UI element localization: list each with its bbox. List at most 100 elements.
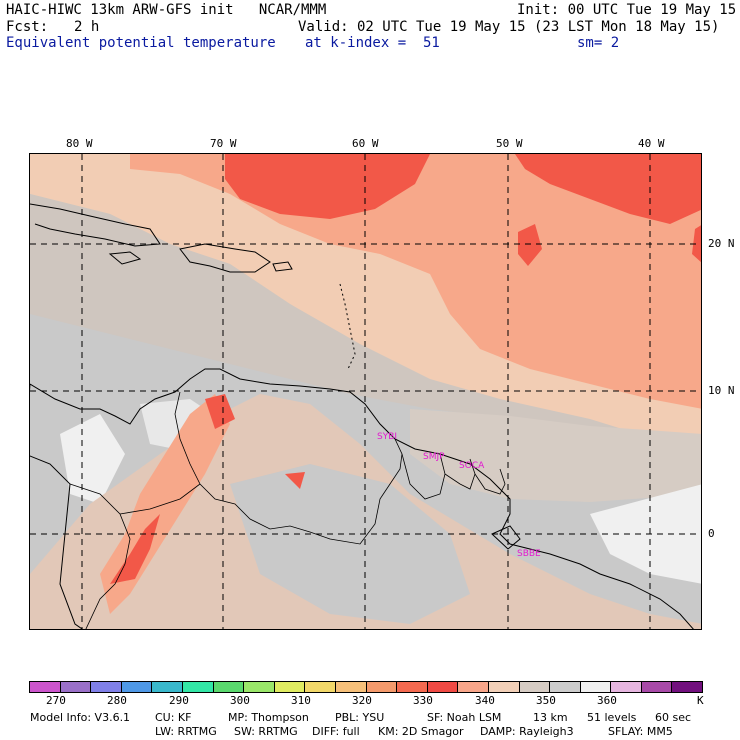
model-info-levels: 51 levels [587, 711, 637, 724]
model-info-timestep: 60 sec [655, 711, 692, 724]
lon-label-40w: 40 W [638, 137, 665, 150]
lon-label-70w: 70 W [210, 137, 237, 150]
level-index: at k-index = 51 [305, 35, 440, 51]
colorbar-swatch-13 [427, 682, 459, 692]
model-info-sflay: SFLAY: MM5 [608, 725, 673, 738]
smoothing: sm= 2 [577, 35, 620, 51]
coast-cuba [30, 203, 161, 247]
coast-jamaica [108, 251, 142, 265]
colorbar-label-280: 280 [107, 694, 127, 707]
colorbar-swatch-17 [550, 682, 581, 692]
field-salmon-north [130, 154, 701, 409]
coast-puerto-rico [272, 261, 293, 272]
model-info-version: Model Info: V3.6.1 [30, 711, 131, 724]
colorbar-swatch-11 [366, 682, 398, 692]
field-grey-caribbean [30, 194, 330, 344]
colorbar-swatch-16 [519, 682, 551, 692]
border-colombia-south [119, 483, 201, 515]
colorbar-swatch-19 [611, 682, 642, 692]
colorbar-swatch-4 [152, 682, 183, 692]
field-red-north-1 [225, 154, 430, 219]
border-venezuela [174, 391, 403, 545]
model-info-cu: CU: KF [155, 711, 192, 724]
coast-lesser-antilles [339, 283, 356, 370]
model-info-pbl: PBL: YSU [335, 711, 385, 724]
fcst-value: 2 h [74, 19, 100, 35]
colorbar-swatch-15 [488, 682, 520, 692]
model-info-resolution: 13 km [533, 711, 568, 724]
model-info-lw: LW: RRTMG [155, 725, 217, 738]
colorbar-label-270: 270 [46, 694, 66, 707]
coast-marajo [491, 525, 521, 550]
colorbar-swatch-7 [244, 682, 275, 692]
valid-time: Valid: 02 UTC Tue 19 May 15 (23 LST Mon … [298, 19, 720, 35]
lat-label-10n: 10 N [708, 384, 735, 397]
station-soca: SOCA [459, 461, 485, 471]
model-info-sw: SW: RRTMG [234, 725, 298, 738]
colorbar-swatch-9 [305, 682, 336, 692]
lon-label-60w: 60 W [352, 137, 379, 150]
lon-label-80w: 80 W [66, 137, 93, 150]
field-red-blob [518, 224, 542, 266]
lon-label-50w: 50 W [496, 137, 523, 150]
field-grey-interior [230, 464, 470, 624]
station-sybi: SYBI [377, 432, 398, 442]
field-tan-band [410, 409, 701, 502]
colorbar-swatch-6 [213, 682, 245, 692]
field-white-se [590, 484, 701, 584]
lat-label-20n: 20 N [708, 237, 735, 250]
colorbar [29, 681, 703, 693]
colorbar-swatch-18 [580, 682, 612, 692]
colorbar-swatch-1 [60, 682, 92, 692]
field-white-panama [60, 414, 125, 504]
station-smjp: SMJP [423, 452, 445, 462]
colorbar-swatch-20 [641, 682, 673, 692]
title-line: HAIC-HIWC 13km ARW-GFS init NCAR/MMM [6, 2, 327, 18]
field-red-north-2 [515, 154, 701, 224]
colorbar-label-340: 340 [475, 694, 495, 707]
lat-label-equator: 0 [708, 527, 715, 540]
coast-pacific [30, 384, 84, 629]
border-french-guiana [474, 468, 506, 495]
coast-hispaniola [179, 243, 271, 273]
model-info-diff: DIFF: full [312, 725, 360, 738]
colorbar-swatch-0 [30, 682, 61, 692]
field-red-andes-2 [205, 394, 235, 429]
colorbar-label-330: 330 [413, 694, 433, 707]
colorbar-label-310: 310 [291, 694, 311, 707]
model-info-mp: MP: Thompson [228, 711, 309, 724]
borders [69, 391, 506, 629]
border-guyana [401, 453, 446, 500]
gridlines [30, 154, 701, 629]
map-field-svg [30, 154, 701, 629]
coastlines [30, 203, 694, 629]
field-red-small [285, 472, 305, 489]
colorbar-swatch-3 [121, 682, 153, 692]
colorbar-swatch-12 [397, 682, 428, 692]
init-time: Init: 00 UTC Tue 19 May 15 [517, 2, 737, 18]
colorbar-swatch-2 [91, 682, 122, 692]
coast-south-america [30, 368, 694, 629]
colorbar-swatch-21 [672, 682, 703, 692]
colorbar-label-360: 360 [597, 694, 617, 707]
colorbar-label-290: 290 [169, 694, 189, 707]
colorbar-unit: K [697, 694, 704, 707]
colorbar-swatch-10 [335, 682, 367, 692]
colorbar-swatch-5 [182, 682, 214, 692]
colorbar-swatch-8 [274, 682, 306, 692]
model-info-damp: DAMP: Rayleigh3 [480, 725, 574, 738]
colorbar-label-320: 320 [352, 694, 372, 707]
colorbar-swatch-14 [458, 682, 489, 692]
field-red-andes-1 [110, 514, 160, 584]
border-suriname [444, 458, 476, 490]
border-ecuador-peru [69, 483, 131, 629]
model-info-sf: SF: Noah LSM [427, 711, 502, 724]
colorbar-label-350: 350 [536, 694, 556, 707]
theta-e-map [29, 153, 702, 630]
fcst-label: Fcst: [6, 19, 49, 35]
station-sbbe: SBBE [517, 549, 541, 559]
field-red-edge [692, 225, 701, 263]
model-info-km: KM: 2D Smagor [378, 725, 464, 738]
field-name: Equivalent potential temperature [6, 35, 276, 51]
colorbar-label-300: 300 [230, 694, 250, 707]
